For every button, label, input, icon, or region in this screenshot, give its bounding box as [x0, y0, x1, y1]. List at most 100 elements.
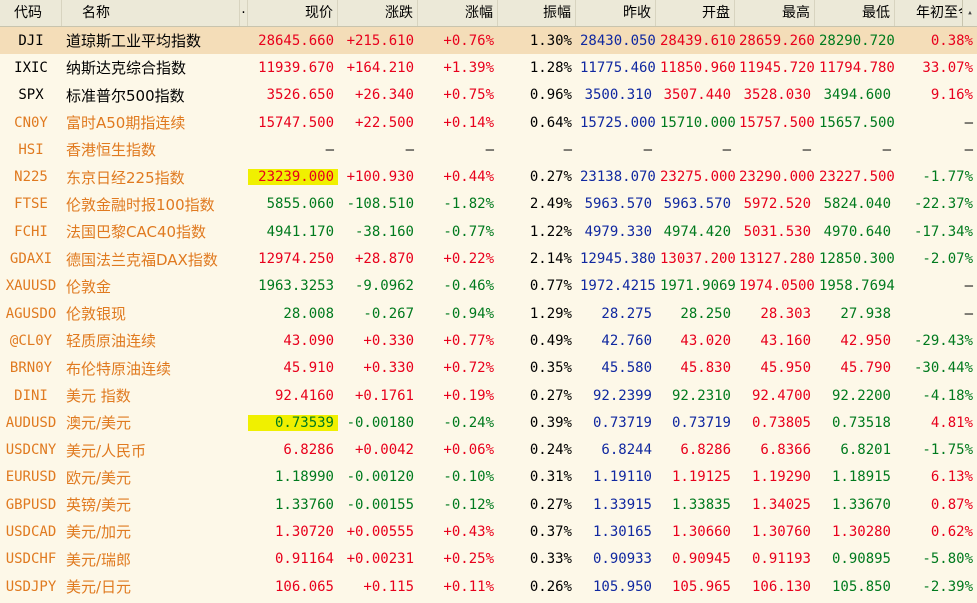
table-row[interactable]: IXIC 纳斯达克综合指数 11939.670 +164.210 +1.39% 1.28%…: [0, 54, 977, 81]
header-prev[interactable]: 昨收: [576, 0, 656, 26]
table-row[interactable]: GBPUSD 英镑/美元 1.33760 -0.00155 -0.12% 0.27% 1.3…: [0, 491, 977, 518]
table-body: DJI 道琼斯工业平均指数 28645.660 +215.610 +0.76% 1.30%…: [0, 27, 977, 600]
cell-name: 英镑/美元: [66, 496, 132, 515]
cell-high: 6.8366: [760, 442, 811, 459]
table-row[interactable]: AUDUSD 澳元/美元 0.73539 -0.00180 -0.24% 0.39% 0.7…: [0, 409, 977, 436]
cell-change: -108.510: [346, 196, 414, 213]
header-amp[interactable]: 振幅: [498, 0, 576, 26]
cell-pct: -1.82%: [443, 196, 494, 213]
table-row[interactable]: AGUSDO 伦敦银现 28.008 -0.267 -0.94% 1.29% 28.275 2…: [0, 300, 977, 327]
cell-high: 28659.260: [739, 32, 815, 49]
cell-amp: 0.35%: [529, 360, 572, 377]
cell-name: 布伦特原油连续: [66, 359, 172, 378]
cell-open: 15710.000: [660, 114, 735, 131]
table-row[interactable]: FTSE 伦敦金融时报100指数 5855.060 -108.510 -1.82% 2.4…: [0, 191, 977, 218]
header-change[interactable]: 涨跌: [338, 0, 418, 26]
cell-name: 香港恒生指数: [66, 141, 157, 160]
header-price[interactable]: 现价: [248, 0, 338, 26]
cell-high: 5972.520: [743, 196, 811, 213]
header-high[interactable]: 最高: [735, 0, 815, 26]
cell-amp: 2.49%: [529, 196, 572, 213]
table-row[interactable]: XAUUSD 伦敦金 1963.3253 -9.0962 -0.46% 0.77% 1972…: [0, 273, 977, 300]
cell-high: 5031.530: [743, 223, 811, 240]
cell-high: 0.91193: [751, 551, 811, 568]
table-row[interactable]: FCHI 法国巴黎CAC40指数 4941.170 -38.160 -0.77% 1.22…: [0, 218, 977, 245]
cell-price: 106.065: [274, 578, 334, 595]
header-open[interactable]: 开盘: [656, 0, 735, 26]
cell-prev: 105.950: [592, 578, 652, 595]
table-row[interactable]: DJI 道琼斯工业平均指数 28645.660 +215.610 +0.76% 1.30%…: [0, 27, 977, 55]
table-row[interactable]: EURUSD 欧元/美元 1.18990 -0.00120 -0.10% 0.31% 1.1…: [0, 464, 977, 491]
cell-change: +0.00231: [346, 551, 414, 568]
cell-prev: 92.2399: [592, 387, 652, 404]
cell-change: +26.340: [354, 87, 414, 104]
cell-price: 45.910: [283, 360, 334, 377]
cell-name: 德国法兰克福DAX指数: [66, 250, 218, 269]
cell-code: FCHI: [14, 223, 48, 240]
cell-price: –: [325, 141, 334, 158]
table-row[interactable]: HSI 香港恒生指数 – – – – – – – – –: [0, 136, 977, 163]
cell-ytd: 33.07%: [922, 59, 973, 76]
cell-high: 1.19290: [751, 469, 811, 486]
cell-name: 伦敦银现: [66, 305, 127, 324]
table-row[interactable]: BRN0Y 布伦特原油连续 45.910 +0.330 +0.72% 0.35% 45.58…: [0, 355, 977, 382]
cell-price: 43.090: [283, 332, 334, 349]
table-row[interactable]: USDCNY 美元/人民币 6.8286 +0.0042 +0.06% 0.24% 6.82…: [0, 436, 977, 463]
cell-change: +215.610: [346, 32, 414, 49]
cell-low: 1.33670: [831, 496, 891, 513]
cell-ytd: -29.43%: [913, 332, 973, 349]
table-row[interactable]: USDCAD 美元/加元 1.30720 +0.00555 +0.43% 0.37% 1.3…: [0, 518, 977, 545]
cell-amp: 0.37%: [529, 523, 572, 540]
header-pct[interactable]: 涨幅: [418, 0, 498, 26]
cell-code: AGUSDO: [5, 305, 57, 322]
cell-amp: –: [563, 141, 572, 158]
cell-ytd: 0.38%: [930, 32, 973, 49]
cell-name: 伦敦金融时报100指数: [66, 195, 215, 214]
cell-high: 43.160: [760, 332, 811, 349]
cell-code: @CL0Y: [9, 332, 53, 349]
table-header: 代码 名称 · 现价 涨跌 涨幅 振幅 昨收 开盘 最高 最低 年初至今: [0, 0, 977, 27]
cell-amp: 0.33%: [529, 551, 572, 568]
cell-pct: +0.25%: [443, 551, 494, 568]
cell-ytd: –: [964, 114, 973, 131]
table-row[interactable]: GDAXI 德国法兰克福DAX指数 12974.250 +28.870 +0.22% 2.…: [0, 245, 977, 272]
cell-open: 105.965: [671, 578, 731, 595]
cell-low: 27.938: [840, 305, 891, 322]
cell-name: 伦敦金: [66, 277, 112, 296]
header-code[interactable]: 代码: [0, 0, 62, 26]
cell-high: 13127.280: [739, 251, 815, 268]
table-row[interactable]: DINI 美元 指数 92.4160 +0.1761 +0.19% 0.27% 92.239…: [0, 382, 977, 409]
cell-open: 1.19125: [671, 469, 731, 486]
header-name[interactable]: 名称: [62, 0, 240, 26]
scroll-up-icon[interactable]: ▴: [962, 0, 977, 26]
cell-amp: 1.22%: [529, 223, 572, 240]
cell-open: 28439.610: [660, 32, 735, 49]
table-row[interactable]: CN0Y 富时A50期指连续 15747.500 +22.500 +0.14% 0.64%…: [0, 109, 977, 136]
cell-prev: 45.580: [601, 360, 652, 377]
cell-open: 5963.570: [663, 196, 731, 213]
cell-open: 3507.440: [663, 87, 731, 104]
cell-pct: +1.39%: [443, 59, 494, 76]
cell-name: 纳斯达克综合指数: [66, 59, 187, 78]
cell-price: 1.18990: [274, 469, 334, 486]
cell-code: HSI: [18, 141, 44, 158]
cell-amp: 0.49%: [529, 332, 572, 349]
table-row[interactable]: USDJPY 美元/日元 106.065 +0.115 +0.11% 0.26% 105.9…: [0, 573, 977, 600]
table-row[interactable]: N225 东京日经225指数 23239.000 +100.930 +0.44% 0.27…: [0, 163, 977, 190]
cell-name: 美元/瑞郎: [66, 550, 132, 569]
cell-name: 富时A50期指连续: [66, 114, 186, 133]
cell-name: 东京日经225指数: [66, 168, 185, 187]
cell-open: 43.020: [680, 332, 731, 349]
cell-open: 0.73719: [671, 414, 731, 431]
cell-open: 6.8286: [680, 442, 731, 459]
cell-pct: +0.44%: [443, 169, 494, 186]
cell-open: –: [722, 141, 731, 158]
cell-low: 4970.640: [823, 223, 891, 240]
cell-change: -0.00120: [346, 469, 414, 486]
table-row[interactable]: SPX 标准普尔500指数 3526.650 +26.340 +0.75% 0.96% 35…: [0, 82, 977, 109]
cell-pct: -0.12%: [443, 496, 494, 513]
header-low[interactable]: 最低: [815, 0, 895, 26]
table-row[interactable]: USDCHF 美元/瑞郎 0.91164 +0.00231 +0.25% 0.33% 0.9…: [0, 546, 977, 573]
table-row[interactable]: @CL0Y 轻质原油连续 43.090 +0.330 +0.77% 0.49% 42.760…: [0, 327, 977, 354]
cell-high: –: [802, 141, 811, 158]
